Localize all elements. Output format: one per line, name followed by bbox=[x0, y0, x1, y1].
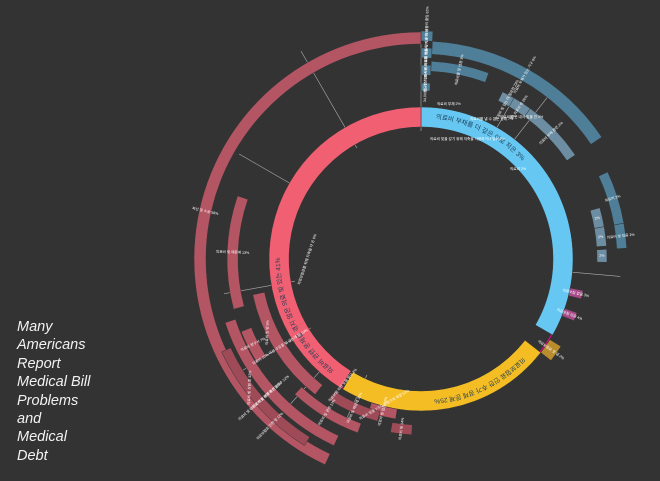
connector-line bbox=[495, 106, 510, 130]
segment-label-o6: 의료비를 못 냈음 3% bbox=[453, 53, 464, 85]
title-line: Problems bbox=[17, 392, 79, 409]
title-line: Americans bbox=[17, 337, 86, 354]
segment-effort bbox=[420, 106, 574, 336]
segment-label-o3: 필요한 의료 서비스 미룸 23% bbox=[422, 47, 428, 92]
annotation-label: 의료비 2% bbox=[510, 166, 527, 171]
segment-d4 bbox=[224, 318, 339, 447]
segment-i1 bbox=[568, 287, 584, 300]
title-line: Medical bbox=[17, 429, 67, 446]
segment-o4 bbox=[420, 82, 431, 92]
annotation-label: 의료비 빚 상환 중 32% bbox=[246, 370, 252, 405]
title-line: Many bbox=[17, 319, 53, 335]
segment-insurance bbox=[342, 339, 542, 412]
segment-x2 bbox=[221, 347, 311, 446]
title-line: Medical Bill bbox=[17, 374, 91, 391]
segment-label-o7: 의료비 2% bbox=[604, 193, 622, 203]
segment-d2 bbox=[240, 327, 267, 363]
title-line: Report bbox=[17, 355, 61, 372]
annotation-label: 의료비 및 빚 5% bbox=[264, 319, 270, 345]
segment-o8 bbox=[613, 222, 627, 250]
segment-o5 bbox=[431, 41, 603, 145]
chart-title: Many Americans Report Medical Bill Probl… bbox=[17, 318, 127, 465]
segment-i2 bbox=[561, 308, 578, 322]
segment-i3 bbox=[540, 339, 562, 361]
annotation-label: 의료비 빚을 갚기 위해 저축을 사용하거나 빌림 2% bbox=[430, 136, 506, 141]
segment-x3 bbox=[329, 391, 381, 422]
segment-o6 bbox=[430, 61, 490, 83]
title-line: Debt bbox=[17, 447, 48, 464]
segment-d6 bbox=[367, 402, 398, 420]
segment-label-o4: 34,000원 이상 25% bbox=[422, 71, 428, 102]
segment-label-o2: 식사를 거르고 의료비 지불 71% bbox=[423, 28, 429, 76]
segment-d5 bbox=[294, 386, 362, 434]
segment-label-o1: 의료비 빚을 갚기 위해 생활비 줄임 62% bbox=[423, 5, 430, 65]
segment-label-x1: 파산 및 소송 58% bbox=[192, 205, 220, 216]
annotation-label: 의료비를 낼 수 없는 상태 7% bbox=[470, 116, 514, 121]
annotation-label: 의료보험료를 위해 저축을 다 쓴 6% bbox=[296, 232, 317, 285]
segment-label-e4: 2% bbox=[594, 216, 601, 221]
segment-e5 bbox=[594, 226, 607, 247]
segment-label-d3: 의료비 빚 때문에 13% bbox=[216, 249, 250, 255]
segment-e3 bbox=[524, 108, 576, 161]
segment-o3 bbox=[420, 64, 432, 76]
segment-o2 bbox=[420, 47, 433, 59]
segment-d1 bbox=[252, 291, 323, 395]
segment-label-x4: 의료비 빚 14% bbox=[397, 417, 405, 441]
segment-label-e6: 2% bbox=[599, 254, 605, 258]
segment-e6 bbox=[596, 249, 608, 263]
segment-label-i1: 의료보험 없음 3% bbox=[562, 287, 590, 298]
segment-x4 bbox=[390, 422, 413, 436]
connector-line bbox=[570, 271, 621, 277]
annotation-label: 의료비를 못 내서 빚을 진 3% bbox=[500, 114, 544, 119]
segment-label-e5: 2% bbox=[598, 234, 604, 239]
title-line: and bbox=[17, 411, 42, 428]
segment-x1 bbox=[193, 31, 422, 466]
segment-label-o8: 의료비 빚 있음 2% bbox=[606, 232, 635, 240]
segment-d3 bbox=[226, 195, 249, 310]
segment-debt bbox=[268, 106, 422, 389]
annotation-label: 의료비 부채 2% bbox=[437, 101, 462, 106]
